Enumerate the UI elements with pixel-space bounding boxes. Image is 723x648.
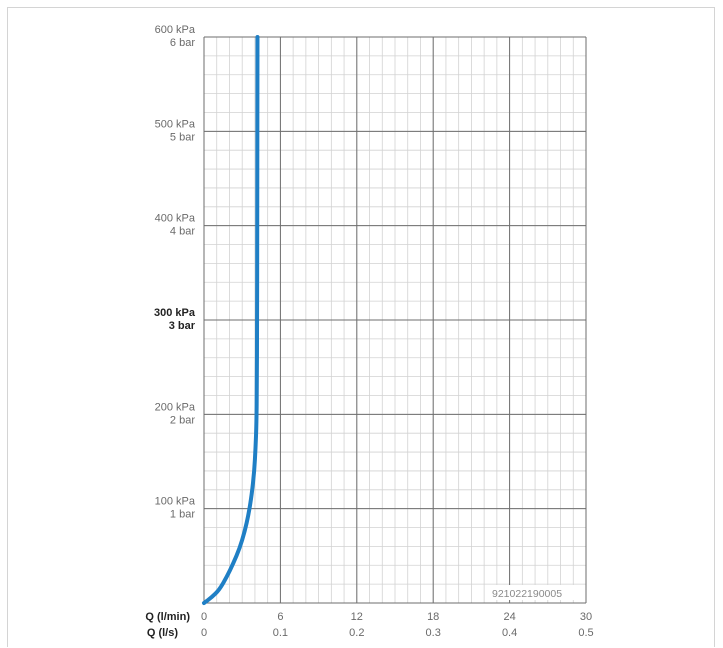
series-layer (202, 35, 260, 605)
chart-frame (7, 7, 715, 647)
y-tick-label-bar: 5 bar (170, 131, 195, 143)
x-tick-label-lpm: 30 (580, 611, 592, 623)
x-tick-label-lps: 0.2 (349, 627, 364, 639)
diagram-code: 921022190005 (492, 588, 562, 600)
x-tick-label-lpm: 0 (201, 611, 207, 623)
x-tick-label-lps: 0.4 (502, 627, 517, 639)
y-tick-label-bar: 6 bar (170, 37, 195, 49)
x-axis-label-lpm: Q (l/min) (145, 611, 190, 623)
y-tick-label-kpa: 300 kPa (154, 307, 196, 319)
x-tick-label-lpm: 24 (503, 611, 515, 623)
x-tick-labels: 0 0 6 0.1 12 0.2 18 0.3 24 0.4 30 0.5 (201, 611, 594, 639)
series-line (202, 35, 260, 605)
y-tick-label-bar: 4 bar (170, 226, 195, 238)
y-tick-label-kpa: 400 kPa (155, 213, 196, 225)
x-tick-label-lps: 0.1 (273, 627, 288, 639)
y-tick-label-bar: 1 bar (170, 509, 195, 521)
annotation-background (491, 585, 585, 600)
y-tick-label-kpa: 600 kPa (155, 24, 196, 36)
y-tick-label-kpa: 100 kPa (155, 496, 196, 508)
y-tick-label-kpa: 200 kPa (155, 401, 196, 413)
x-tick-label-lps: 0 (201, 627, 207, 639)
y-tick-label-bar: 3 bar (169, 320, 196, 332)
x-tick-label-lps: 0.3 (426, 627, 441, 639)
y-tick-label-kpa: 500 kPa (155, 118, 196, 130)
y-tick-label-bar: 2 bar (170, 414, 195, 426)
x-tick-label-lpm: 18 (427, 611, 439, 623)
x-tick-label-lps: 0.5 (578, 627, 593, 639)
x-axis-label-lps: Q (l/s) (147, 627, 179, 639)
x-tick-label-lpm: 6 (277, 611, 283, 623)
x-tick-label-lpm: 12 (351, 611, 363, 623)
major-grid (203, 36, 587, 604)
